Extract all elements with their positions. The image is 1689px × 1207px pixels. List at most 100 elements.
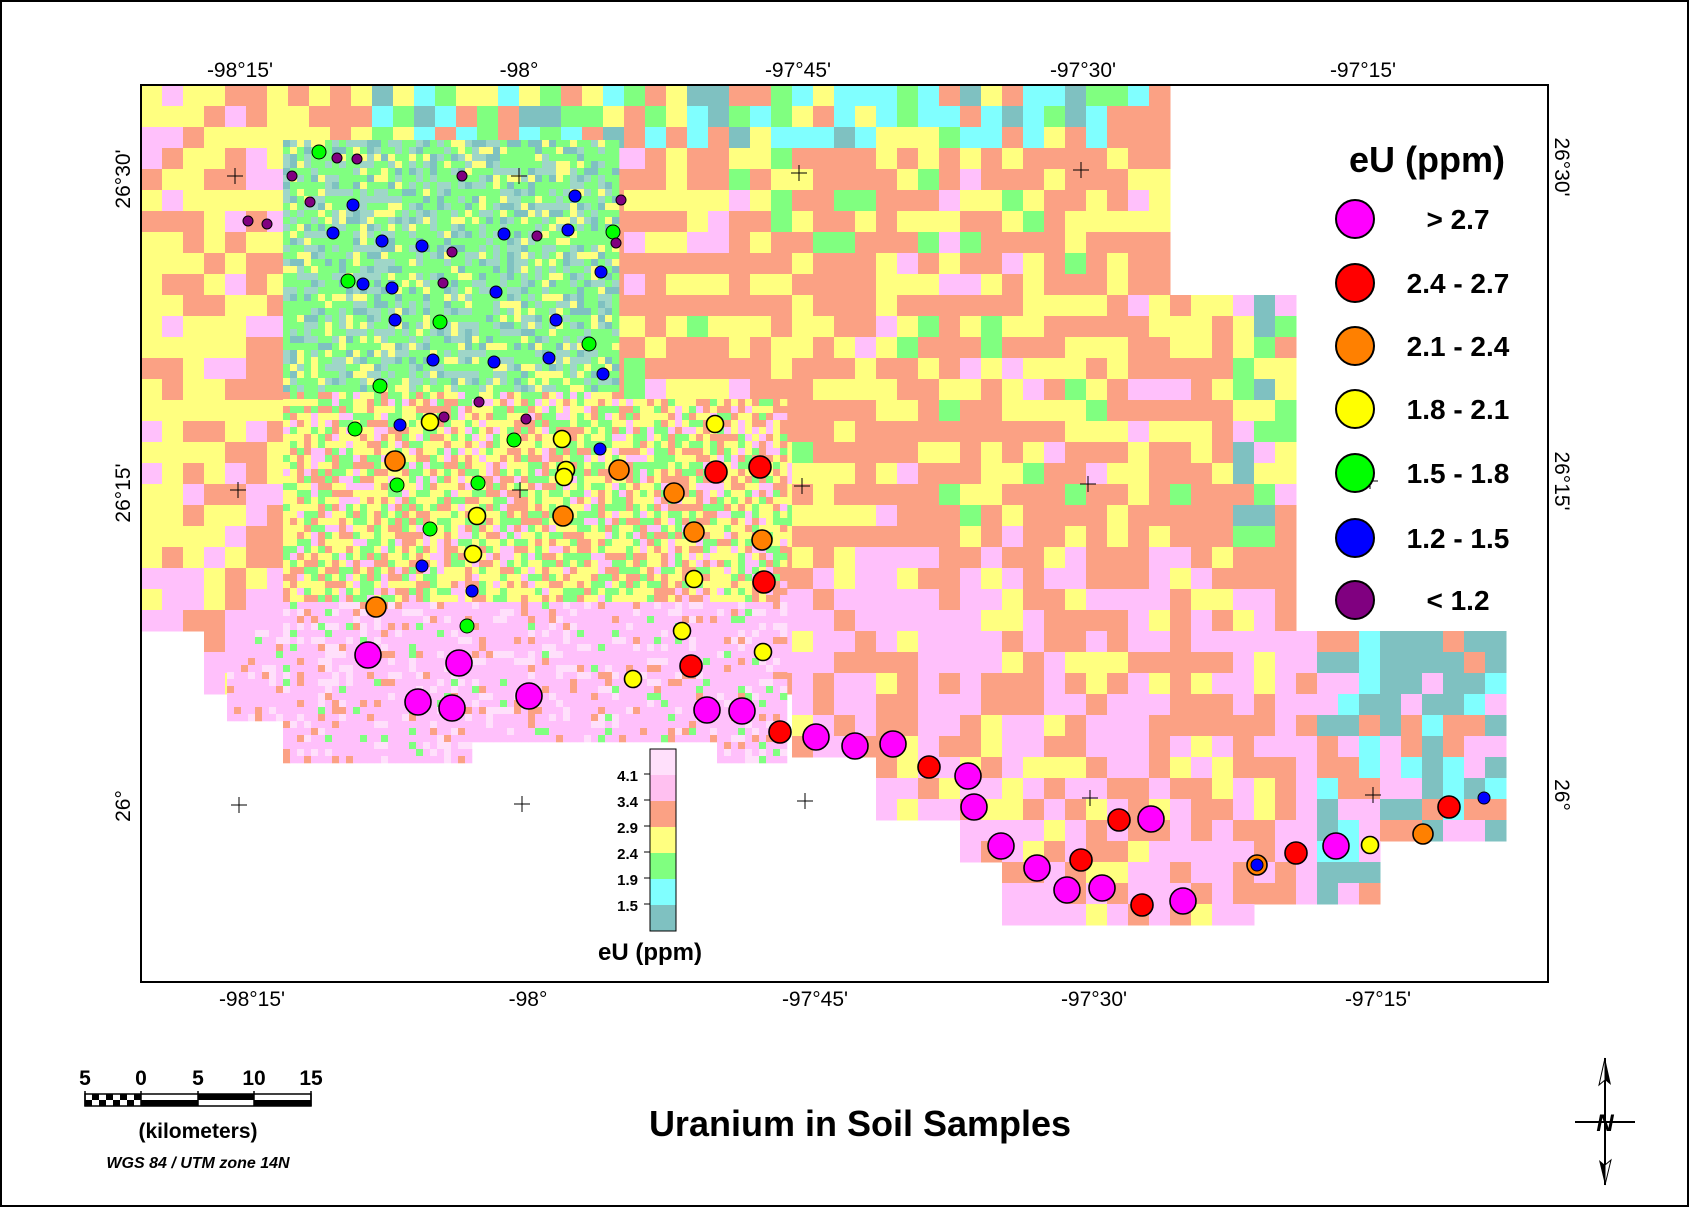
survey-pixel <box>297 406 305 414</box>
raster-cell <box>960 484 982 506</box>
raster-cell <box>204 190 226 212</box>
survey-pixel <box>437 420 445 428</box>
survey-pixel <box>479 182 487 190</box>
survey-pixel <box>507 455 515 463</box>
survey-pixel <box>339 462 347 470</box>
survey-pixel <box>724 462 732 470</box>
survey-pixel <box>514 413 522 421</box>
raster-cell <box>1044 379 1066 401</box>
survey-pixel <box>451 343 459 351</box>
raster-cell <box>1401 736 1423 758</box>
raster-cell <box>1275 421 1297 443</box>
survey-pixel <box>353 336 361 344</box>
survey-pixel <box>542 364 550 372</box>
survey-pixel <box>605 273 613 281</box>
raster-cell <box>1107 169 1129 191</box>
survey-pixel <box>535 406 543 414</box>
survey-pixel <box>388 525 396 533</box>
survey-pixel <box>521 308 529 316</box>
survey-pixel <box>535 154 543 162</box>
survey-pixel <box>458 217 466 225</box>
survey-pixel <box>374 301 382 309</box>
survey-pixel <box>542 392 550 400</box>
survey-pixel <box>738 441 746 449</box>
raster-cell <box>1191 442 1213 464</box>
survey-pixel <box>640 406 648 414</box>
survey-pixel <box>318 238 326 246</box>
survey-pixel <box>367 196 375 204</box>
survey-pixel <box>780 434 788 442</box>
survey-pixel <box>654 448 662 456</box>
survey-pixel <box>521 301 529 309</box>
raster-cell <box>1233 652 1255 674</box>
survey-pixel <box>507 175 515 183</box>
survey-pixel <box>353 175 361 183</box>
survey-pixel <box>605 364 613 372</box>
survey-pixel <box>381 420 389 428</box>
survey-pixel <box>318 483 326 491</box>
survey-pixel <box>493 231 501 239</box>
survey-pixel <box>675 420 683 428</box>
raster-cell <box>813 673 835 695</box>
survey-pixel <box>290 238 298 246</box>
survey-pixel <box>612 308 620 316</box>
survey-pixel <box>374 203 382 211</box>
survey-pixel <box>311 497 319 505</box>
survey-pixel <box>612 343 620 351</box>
survey-pixel <box>444 497 452 505</box>
raster-cell <box>1212 526 1234 548</box>
raster-cell <box>183 85 205 107</box>
raster-cell <box>981 547 1003 569</box>
survey-pixel <box>465 280 473 288</box>
raster-cell <box>162 379 184 401</box>
raster-cell <box>1317 736 1339 758</box>
survey-pixel <box>311 238 319 246</box>
raster-cell <box>246 295 268 317</box>
survey-pixel <box>283 147 291 155</box>
raster-cell <box>813 694 835 716</box>
survey-pixel <box>423 182 431 190</box>
raster-cell <box>1380 652 1402 674</box>
survey-pixel <box>661 413 669 421</box>
raster-cell <box>1149 274 1171 296</box>
raster-cell <box>1170 736 1192 758</box>
survey-pixel <box>472 434 480 442</box>
survey-pixel <box>437 168 445 176</box>
survey-pixel <box>388 427 396 435</box>
survey-pixel <box>297 308 305 316</box>
raster-cell <box>981 631 1003 653</box>
survey-pixel <box>325 406 333 414</box>
survey-pixel <box>696 504 704 512</box>
survey-pixel <box>444 259 452 267</box>
survey-pixel <box>724 434 732 442</box>
raster-cell <box>1380 631 1402 653</box>
raster-cell <box>1191 694 1213 716</box>
raster-cell <box>204 316 226 338</box>
raster-cell <box>204 127 226 149</box>
survey-pixel <box>472 308 480 316</box>
survey-pixel <box>388 364 396 372</box>
raster-cell <box>1275 715 1297 737</box>
survey-pixel <box>528 280 536 288</box>
survey-pixel <box>591 294 599 302</box>
survey-pixel <box>332 490 340 498</box>
raster-cell <box>1002 442 1024 464</box>
survey-pixel <box>430 427 438 435</box>
survey-pixel <box>395 273 403 281</box>
survey-pixel <box>752 420 760 428</box>
survey-pixel <box>486 420 494 428</box>
raster-cell <box>1212 778 1234 800</box>
raster-cell <box>204 442 226 464</box>
survey-pixel <box>752 504 760 512</box>
survey-pixel <box>360 406 368 414</box>
survey-pixel <box>283 294 291 302</box>
raster-cell <box>708 295 730 317</box>
survey-pixel <box>290 322 298 330</box>
survey-pixel <box>598 357 606 365</box>
survey-pixel <box>598 203 606 211</box>
survey-pixel <box>451 385 459 393</box>
survey-pixel <box>605 413 613 421</box>
raster-cell <box>1107 862 1129 884</box>
raster-cell <box>1128 526 1150 548</box>
survey-pixel <box>353 504 361 512</box>
